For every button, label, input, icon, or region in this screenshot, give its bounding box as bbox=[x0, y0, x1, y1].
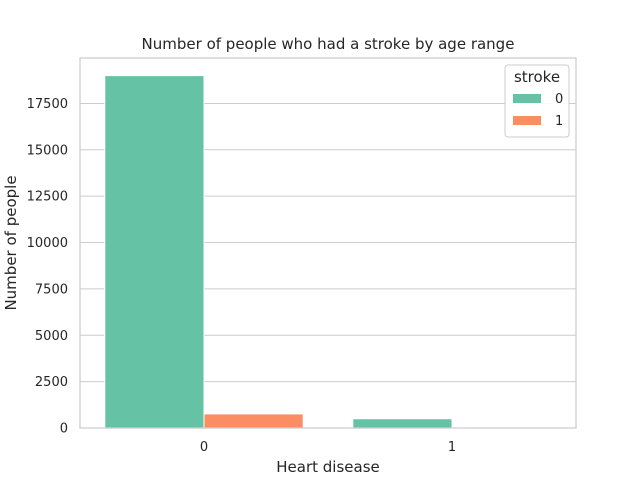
y-tick-label: 15000 bbox=[27, 143, 68, 158]
y-axis-label: Number of people bbox=[2, 175, 20, 310]
legend-title: stroke bbox=[514, 68, 560, 86]
y-tick-label: 2500 bbox=[35, 375, 68, 390]
y-tick-labels: 0 2500 5000 7500 10000 12500 15000 17500 bbox=[27, 97, 68, 437]
chart-title: Number of people who had a stroke by age… bbox=[142, 35, 515, 53]
legend-items: 01 bbox=[513, 92, 563, 129]
x-tick-label: 1 bbox=[448, 440, 456, 455]
legend-swatch bbox=[513, 116, 541, 125]
bars bbox=[104, 75, 552, 429]
y-tick-label: 5000 bbox=[35, 329, 68, 344]
bar-heart-disease-1-stroke-0 bbox=[352, 418, 453, 429]
y-tick-label: 12500 bbox=[27, 190, 68, 205]
plot-frame bbox=[79, 57, 577, 429]
y-tick-label: 17500 bbox=[27, 97, 68, 112]
y-tick-label: 7500 bbox=[35, 282, 68, 297]
bar-heart-disease-0-stroke-1 bbox=[203, 413, 304, 429]
legend-swatch bbox=[513, 94, 541, 103]
legend-label: 1 bbox=[555, 114, 563, 129]
legend: stroke 01 bbox=[504, 64, 570, 138]
x-axis-label: Heart disease bbox=[276, 458, 379, 476]
bar-heart-disease-0-stroke-0 bbox=[104, 75, 205, 429]
legend-label: 0 bbox=[555, 92, 563, 107]
x-tick-label: 0 bbox=[200, 440, 208, 455]
y-tick-label: 0 bbox=[60, 422, 68, 437]
y-tick-label: 10000 bbox=[27, 236, 68, 251]
